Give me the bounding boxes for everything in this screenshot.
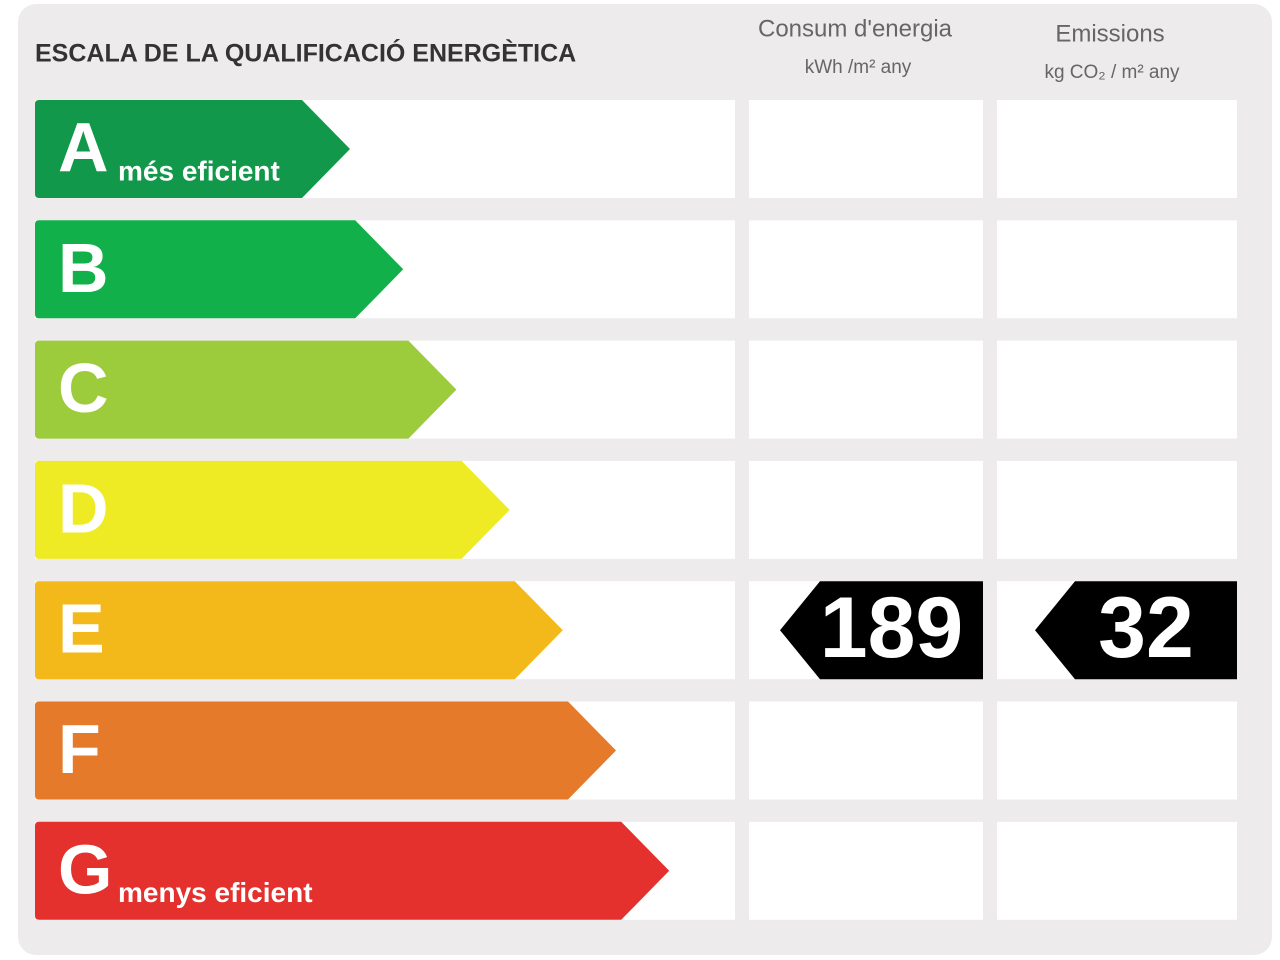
value-cell (997, 220, 1237, 319)
grade-arrow (35, 701, 616, 800)
value-cell (749, 701, 983, 800)
value-cell (997, 701, 1237, 800)
grade-letter: B (58, 229, 109, 307)
rating-value: 189 (820, 580, 964, 676)
grade-arrow (35, 460, 510, 559)
grade-letter: D (58, 469, 109, 547)
value-cell (749, 821, 983, 920)
value-cell (997, 821, 1237, 920)
grade-arrow (35, 340, 457, 439)
value-cell (749, 220, 983, 319)
column-unit: kWh /m² any (805, 57, 912, 78)
title: ESCALA DE LA QUALIFICACIÓ ENERGÈTICA (35, 38, 576, 68)
column-title: Consum d'energia (758, 15, 953, 42)
grade-letter: A (58, 108, 109, 186)
value-cell (749, 340, 983, 439)
grade-letter: C (58, 349, 109, 427)
column-unit: kg CO₂ / m² any (1044, 62, 1180, 83)
column-title: Emissions (1055, 20, 1164, 47)
value-cell (997, 100, 1237, 198)
grade-arrow (35, 220, 404, 319)
grade-arrow (35, 821, 670, 920)
grade-letter: F (58, 710, 101, 788)
grade-arrow (35, 100, 350, 198)
grade-label: menys eficient (118, 877, 313, 908)
value-cell (749, 100, 983, 198)
value-cell (749, 460, 983, 559)
value-cell (997, 460, 1237, 559)
grade-arrow (35, 581, 563, 680)
rating-value: 32 (1098, 580, 1194, 676)
rating-tag (1035, 581, 1237, 680)
rating-tag (780, 581, 983, 680)
grade-label: més eficient (118, 155, 280, 186)
value-cell (997, 340, 1237, 439)
grade-letter: G (58, 830, 112, 908)
grade-letter: E (58, 590, 105, 668)
